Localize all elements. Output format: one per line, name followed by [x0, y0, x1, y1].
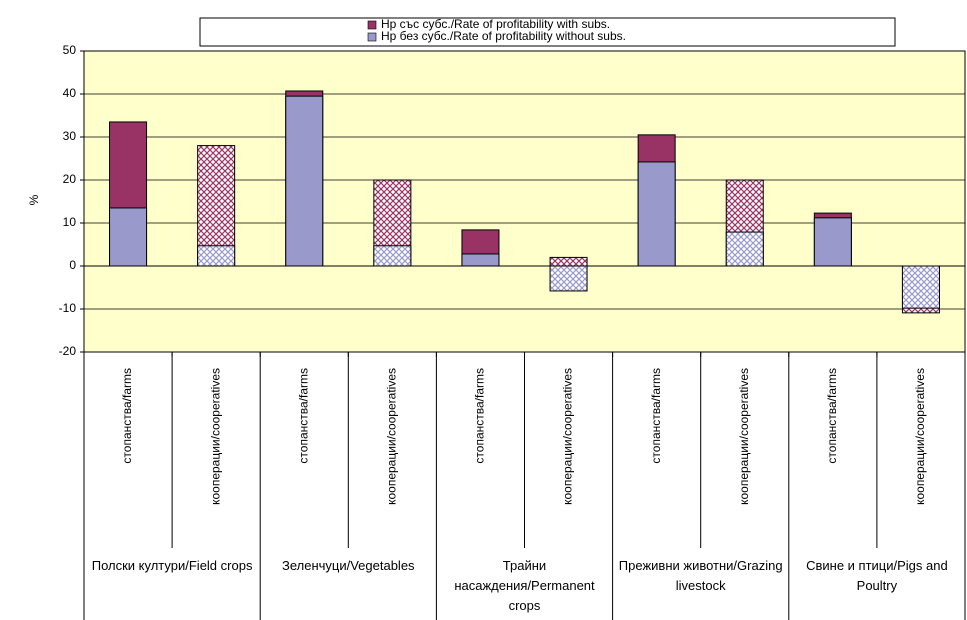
y-axis-label: %	[27, 194, 41, 205]
y-tick-label: 30	[63, 129, 77, 143]
x-tick-label: стопанства/farms	[473, 368, 487, 464]
y-tick-label: -20	[59, 344, 77, 358]
bar	[549, 256, 588, 267]
group-label: Свине и птици/Pigs and Poultry	[806, 558, 948, 593]
bar	[901, 265, 940, 309]
y-tick-label: 20	[63, 172, 77, 186]
y-tick-label: 0	[69, 258, 76, 272]
legend-label: Нр без субс./Rate of profitability witho…	[381, 29, 626, 43]
bar	[549, 265, 588, 292]
bar	[725, 231, 764, 267]
x-tick-label: кооперации/cooperatives	[561, 368, 575, 505]
x-tick-label: стопанства/farms	[296, 368, 310, 464]
x-tick-label: стопанства/farms	[649, 368, 663, 464]
group-label: Зеленчуци/Vegetables	[281, 558, 415, 573]
bar	[637, 161, 676, 267]
bar	[285, 95, 324, 267]
group-label: Преживни животни/Grazing livestock	[618, 558, 783, 593]
x-tick-label: кооперации/cooperatives	[208, 368, 222, 505]
legend-swatch	[367, 20, 377, 30]
x-tick-label: кооперации/cooperatives	[737, 368, 751, 505]
y-tick-label: 50	[63, 43, 77, 57]
group-label: Полски култури/Field crops	[91, 558, 253, 573]
legend-box	[199, 17, 896, 47]
bar	[197, 245, 236, 267]
legend-label: Нр със субс./Rate of profitability with …	[381, 17, 610, 31]
bar	[109, 207, 148, 267]
x-tick-label: стопанства/farms	[825, 368, 839, 464]
x-tick-label: кооперации/cooperatives	[385, 368, 399, 505]
bar	[373, 245, 412, 267]
x-tick-label: стопанства/farms	[120, 368, 134, 464]
x-tick-label: кооперации/cooperatives	[913, 368, 927, 505]
y-tick-label: 40	[63, 86, 77, 100]
group-label: Трайни насаждения/Permanent crops	[454, 558, 595, 613]
bar	[461, 253, 500, 267]
bar	[813, 217, 852, 267]
y-tick-label: -10	[59, 301, 77, 315]
y-tick-label: 10	[63, 215, 77, 229]
legend-swatch	[367, 32, 377, 42]
